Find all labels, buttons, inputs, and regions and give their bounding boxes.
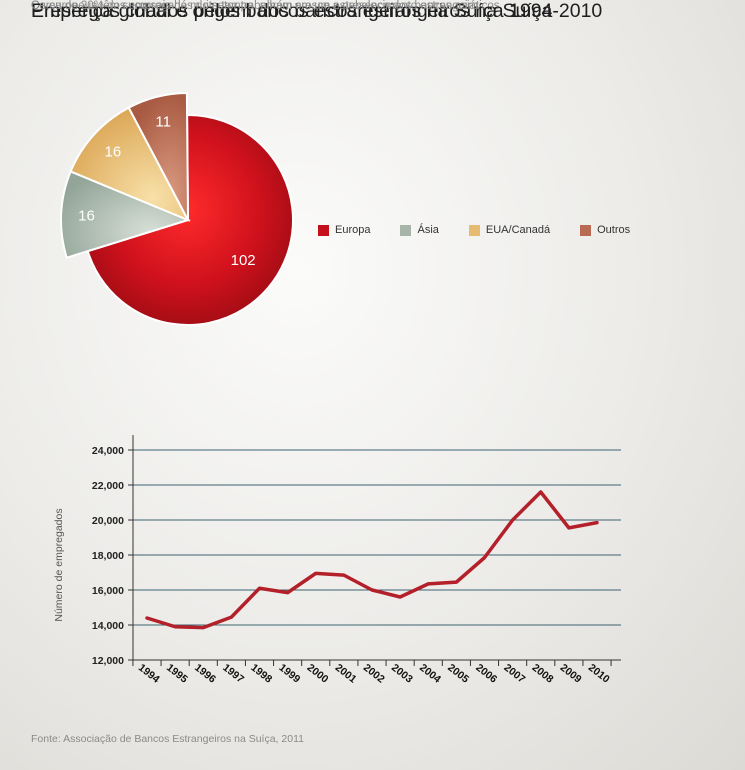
line-chart-subtitle: Cerca de 20% dos empregados do setor tra… [31, 0, 478, 12]
legend-item-asia: Ásia [400, 224, 439, 236]
x-tick-label: 2010 [586, 662, 612, 686]
legend-label-europa: Europa [335, 224, 371, 236]
y-tick-label: 16,000 [92, 585, 124, 597]
pie-chart: 102 16 16 11 [60, 91, 294, 326]
x-tick-label: 1996 [192, 662, 218, 686]
y-tick-label: 12,000 [92, 655, 124, 667]
y-tick-label: 20,000 [92, 515, 124, 527]
line-chart-title: Empregos criados pelos bancos estrangeir… [31, 0, 603, 22]
pie-slice-eua-canada [69, 106, 191, 222]
legend-item-europa: Europa [318, 224, 370, 236]
x-tick-label: 2003 [389, 662, 415, 686]
pie-slice-outros [127, 91, 189, 221]
pie-chart-title: Presença global e origem dos bancos estr… [31, 0, 553, 22]
x-tick-label: 2007 [502, 662, 528, 686]
pie-value-label-outros: 11 [155, 113, 171, 130]
x-tick-label: 1998 [248, 662, 274, 686]
legend-item-eua-canada: EUA/Canadá [468, 224, 551, 236]
y-tick-label: 22,000 [92, 480, 124, 492]
legend-label-asia: Ásia [417, 224, 439, 236]
source-note: Fonte: Associação de Bancos Estrangeiros… [31, 733, 304, 745]
x-tick-label: 1999 [277, 662, 303, 686]
legend-swatch-europa [318, 224, 329, 236]
pie-value-label-eua-canada: 16 [105, 144, 122, 161]
x-tick-label: 2005 [445, 662, 471, 686]
line-chart: 12,000 14,000 16,000 18,000 20,000 22,000 24,0… [53, 435, 621, 686]
legend-label-outros: Outros [597, 224, 631, 236]
x-tick-label: 2008 [530, 662, 556, 686]
pie-slice-asia [60, 170, 191, 259]
x-tick-label: 1997 [220, 662, 246, 686]
x-tick-label: 1995 [164, 662, 190, 686]
x-tick-label: 2000 [305, 662, 331, 686]
legend-swatch-eua-canada [468, 224, 480, 236]
legend-item-outros: Outros [580, 224, 630, 236]
x-tick-label: 2009 [558, 662, 584, 686]
legend-label-eua-canada: EUA/Canadá [485, 224, 551, 236]
pie-chart-subtitle: Os europeus têm sucursais há muito tempo… [31, 0, 503, 12]
y-tick-label: 14,000 [92, 620, 124, 632]
pie-legend: Europa Ásia EUA/Canadá Outros [318, 224, 660, 236]
series-line [145, 490, 599, 630]
legend-swatch-outros [580, 224, 592, 236]
y-axis-label: Número de empregados [53, 508, 65, 621]
pie-value-label-europa: 102 [231, 252, 256, 269]
x-tick-label: 2002 [361, 662, 387, 686]
x-tick-label: 2004 [417, 662, 443, 686]
x-tick-label: 1994 [136, 662, 162, 686]
y-tick-label: 18,000 [92, 550, 124, 562]
x-tick-label: 2006 [473, 662, 499, 686]
x-tick-label: 2001 [333, 662, 359, 686]
y-tick-label: 24,000 [92, 445, 124, 457]
pie-value-label-asia: 16 [78, 207, 95, 224]
legend-swatch-asia [400, 224, 412, 236]
